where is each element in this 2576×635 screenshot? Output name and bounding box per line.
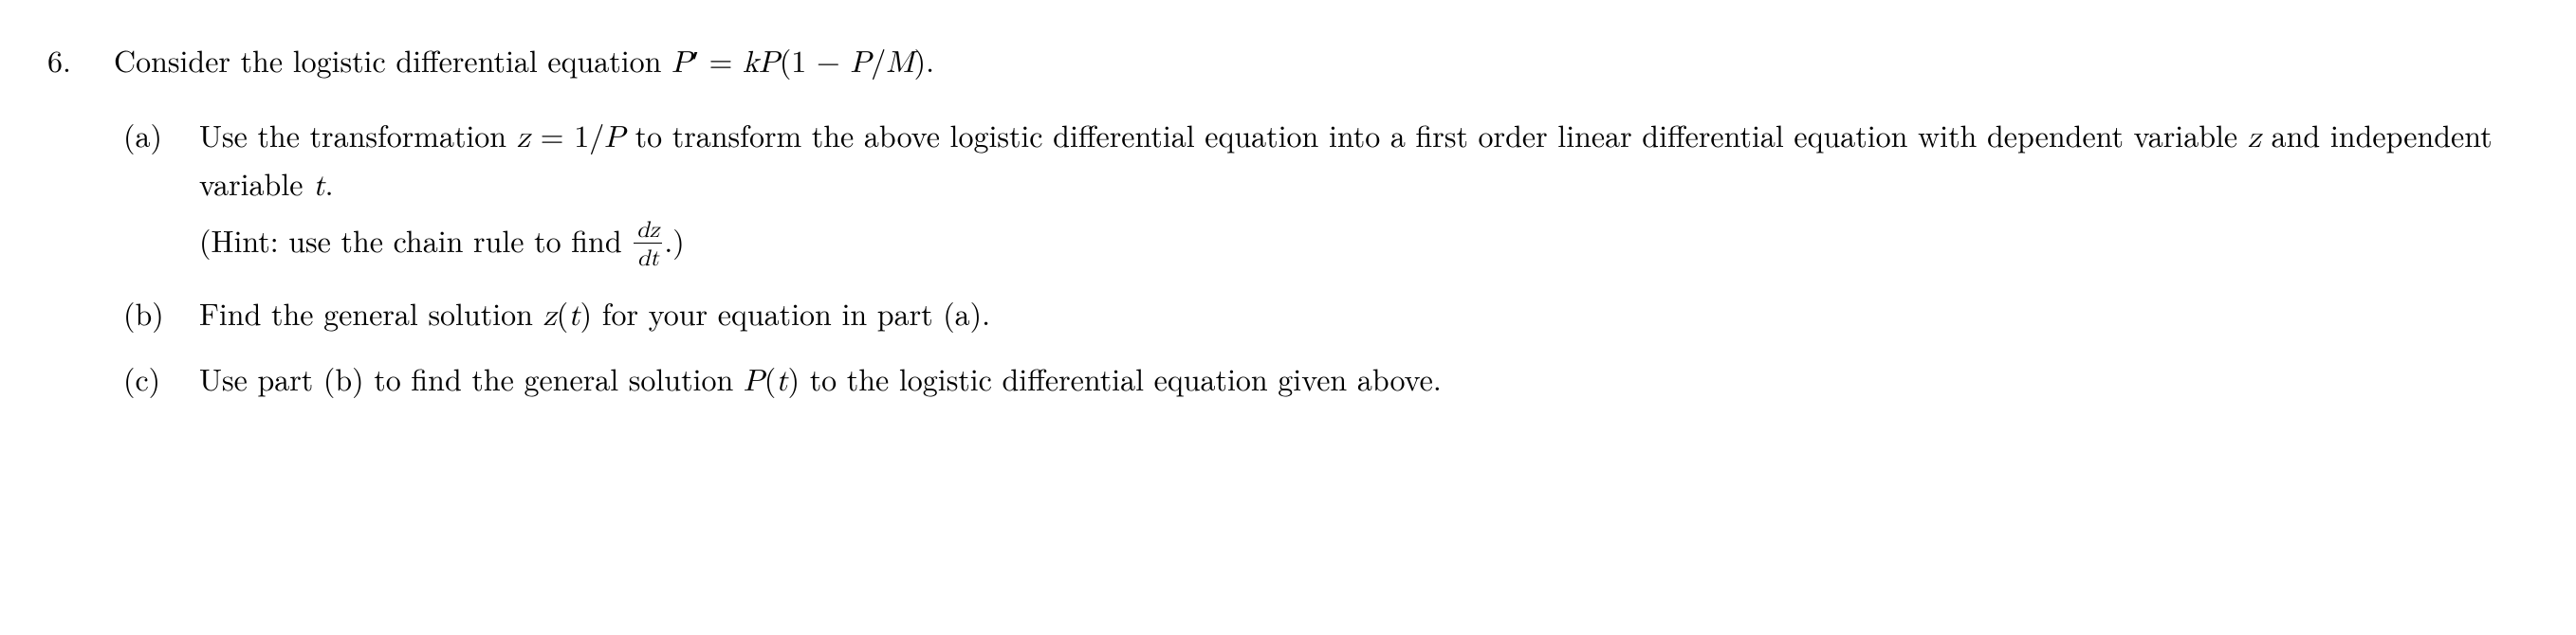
- frac-d2: d: [637, 247, 650, 270]
- b-var-z: z: [543, 301, 557, 332]
- problem-number: 6.: [47, 38, 114, 83]
- a-var-z2: z: [2248, 123, 2261, 154]
- frac-num: dz: [634, 215, 662, 244]
- subparts-list: (a) Use the transformation z = 1/P to tr…: [114, 113, 2529, 405]
- subpart-c-body: Use part (b) to find the general solutio…: [199, 356, 2529, 405]
- subpart-a-body: Use the transformation z = 1/P to transf…: [199, 113, 2529, 274]
- prime-symbol: ′: [692, 39, 699, 82]
- a-var-z: z: [517, 123, 530, 154]
- frac-t: t: [650, 247, 658, 270]
- subpart-a-label: (a): [123, 113, 199, 158]
- fraction-dzdt: dzdt: [634, 215, 662, 272]
- hint-line: (Hint: use the chain rule to find dzdt.): [199, 217, 2529, 274]
- close-paren: ).: [914, 39, 934, 82]
- a-text-2: to transform the above logistic differen…: [625, 114, 2248, 156]
- subpart-b-body: Find the general solution z(t) for your …: [199, 291, 2529, 339]
- c-paren-close: ): [788, 357, 800, 400]
- a-var-P: P: [604, 123, 625, 154]
- b-text-2: for your equation in part (a).: [592, 292, 990, 335]
- subpart-c: (c) Use part (b) to find the general sol…: [123, 356, 2529, 405]
- problem-6: 6. Consider the logistic differential eq…: [47, 38, 2529, 422]
- c-text-1: Use part (b) to find the general solutio…: [199, 357, 744, 400]
- frac-z: z: [650, 219, 660, 242]
- slash: /: [871, 39, 886, 82]
- statement-text: Consider the logistic differential equat…: [114, 39, 672, 82]
- a-text-1: Use the transformation: [199, 114, 517, 156]
- var-k: k: [743, 48, 759, 79]
- var-P3: P: [850, 48, 871, 79]
- frac-d1: d: [636, 219, 649, 242]
- c-var-P: P: [744, 367, 764, 397]
- var-P: P: [672, 48, 692, 79]
- var-M: M: [886, 48, 913, 79]
- hint-suffix: .): [664, 219, 684, 262]
- c-text-2: to the logistic differential equation gi…: [800, 357, 1442, 400]
- subpart-a: (a) Use the transformation z = 1/P to tr…: [123, 113, 2529, 274]
- hint-prefix: (Hint: use the chain rule to find: [199, 219, 632, 262]
- paren-text: (1 −: [780, 39, 851, 82]
- var-P2: P: [759, 48, 780, 79]
- subpart-b-label: (b): [123, 291, 199, 336]
- b-paren-close: ): [580, 292, 592, 335]
- a-text-4: .: [325, 162, 334, 205]
- b-text-1: Find the general solution: [199, 292, 543, 335]
- subpart-c-label: (c): [123, 356, 199, 402]
- b-paren-open: (: [557, 292, 568, 335]
- subpart-b: (b) Find the general solution z(t) for y…: [123, 291, 2529, 339]
- problem-statement: Consider the logistic differential equat…: [114, 38, 2529, 86]
- a-var-t: t: [313, 172, 324, 202]
- c-paren-open: (: [764, 357, 776, 400]
- frac-den: dt: [634, 244, 662, 271]
- eq-sign: =: [699, 39, 743, 82]
- c-var-t: t: [776, 367, 787, 397]
- problem-body: Consider the logistic differential equat…: [114, 38, 2529, 422]
- b-var-t: t: [568, 301, 580, 332]
- a-eq: = 1/: [530, 114, 604, 156]
